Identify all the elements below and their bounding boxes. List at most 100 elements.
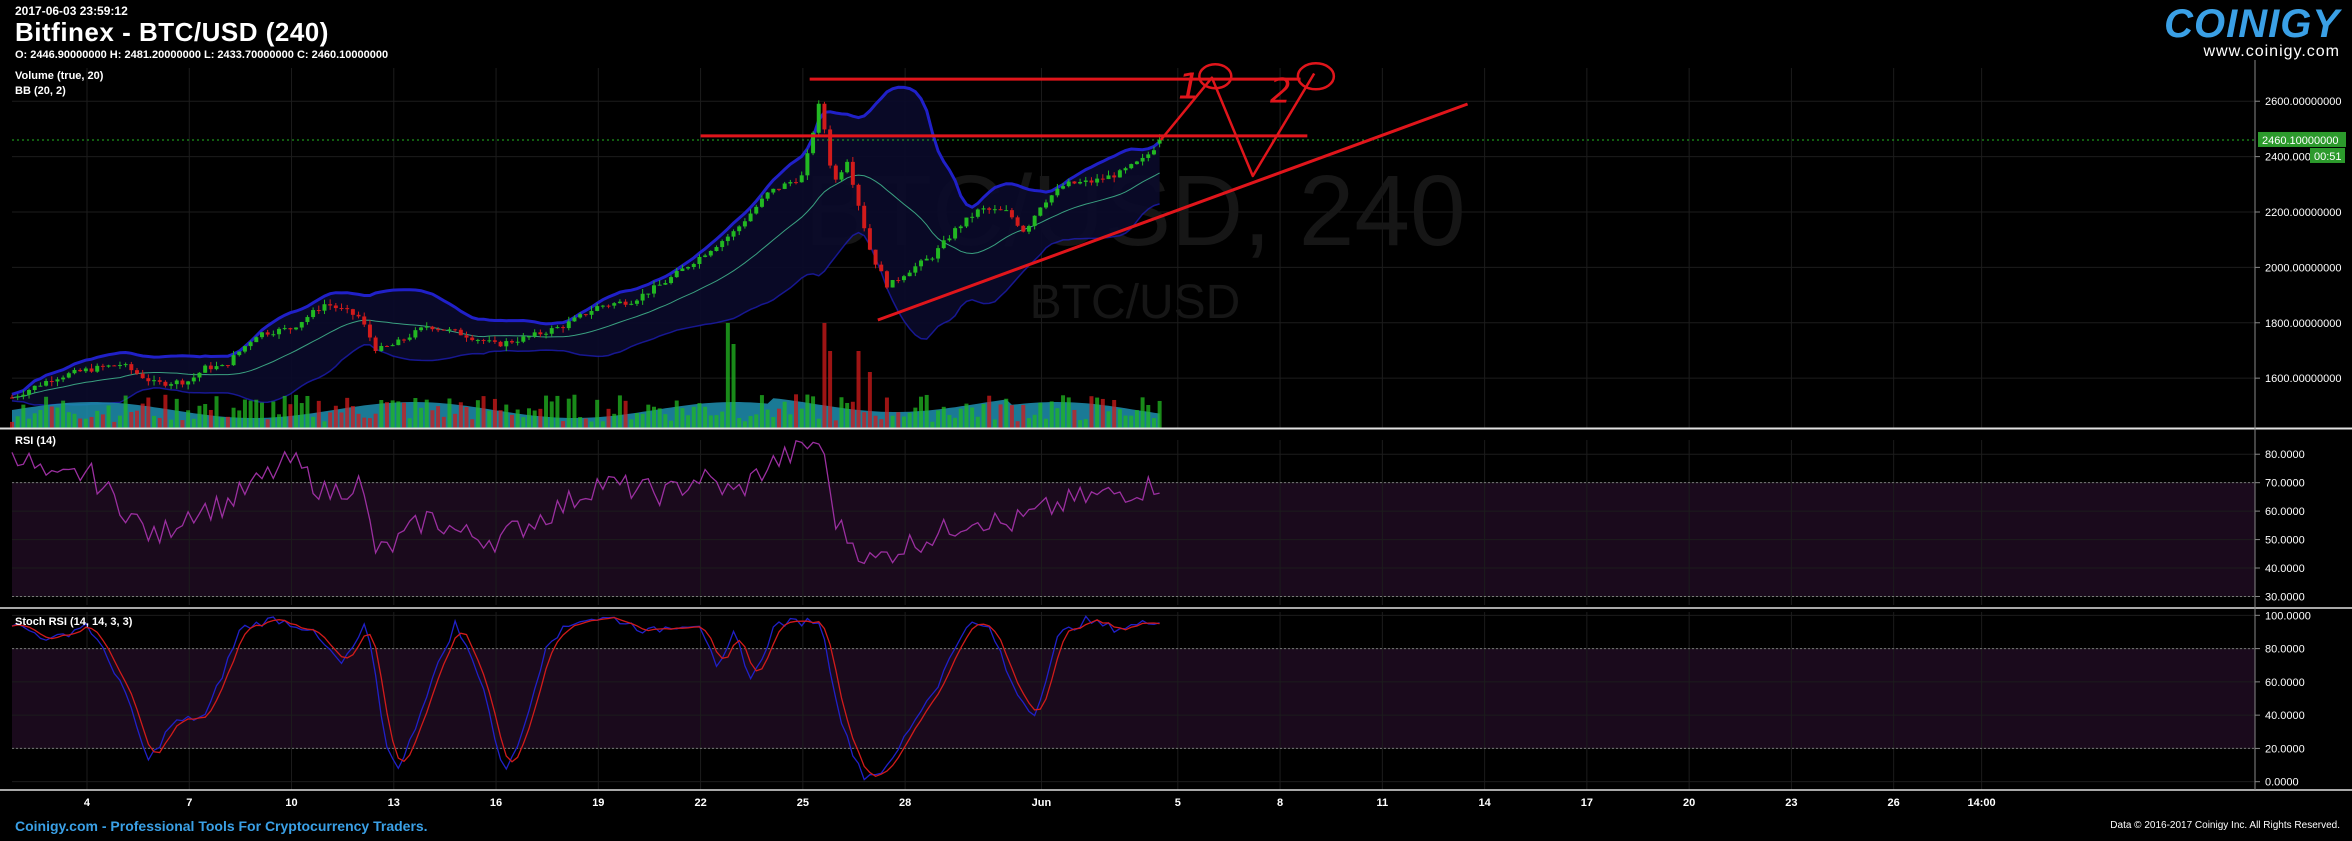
volume-bar (538, 408, 543, 428)
candle-body (390, 345, 395, 347)
footer-tagline[interactable]: Coinigy.com - Professional Tools For Cry… (15, 818, 428, 834)
stoch-rsi-indicator-label[interactable]: Stoch RSI (14, 14, 3, 3) (15, 616, 133, 628)
candle-body (112, 365, 117, 367)
rsi-y-tick-label: 60.0000 (2265, 506, 2305, 518)
candle-body (879, 264, 884, 272)
volume-bar (356, 413, 361, 428)
volume-bar (919, 396, 924, 428)
candle-body (311, 310, 316, 318)
volume-bar (748, 416, 753, 428)
volume-bar (225, 416, 230, 428)
candle-body (930, 258, 935, 260)
candle-body (833, 165, 838, 180)
x-tick-label: 16 (490, 797, 502, 809)
volume-bar (652, 406, 656, 428)
candle-body (1072, 181, 1077, 184)
candle-body (1044, 202, 1048, 208)
candle-body (987, 208, 992, 210)
chart-title: Bitfinex - BTC/USD (240) (15, 17, 329, 47)
volume-bar (992, 419, 997, 428)
candle-body (1117, 170, 1122, 178)
candle-body (845, 161, 850, 173)
volume-bar (242, 399, 247, 428)
candle-body (333, 305, 338, 309)
volume-bar (515, 409, 520, 428)
volume-bar (930, 421, 935, 428)
volume-bar (975, 416, 980, 428)
volume-bar (1009, 405, 1014, 428)
bb-indicator-label[interactable]: BB (20, 2) (15, 85, 66, 97)
candle-body (356, 314, 361, 317)
volume-bar (572, 394, 577, 428)
price-y-tick-label: 1600.00000000 (2265, 373, 2341, 385)
volume-bar (271, 401, 276, 428)
candle-body (66, 373, 71, 378)
x-tick-label: 5 (1175, 797, 1181, 809)
candle-body (544, 333, 549, 335)
volume-bar (754, 414, 759, 428)
volume-bar (1055, 408, 1060, 428)
candle-body (998, 209, 1003, 211)
volume-bar (691, 406, 696, 428)
volume-bar (1015, 421, 1020, 428)
candle-body (265, 332, 270, 335)
ohlc-readout: O: 2446.90000000 H: 2481.20000000 L: 243… (15, 49, 389, 61)
candle-body (839, 172, 844, 180)
volume-bar (44, 396, 49, 428)
volume-indicator-label[interactable]: Volume (true, 20) (15, 70, 104, 82)
candle-body (328, 304, 333, 306)
volume-bar (589, 421, 594, 428)
x-tick-label: 20 (1683, 797, 1695, 809)
x-tick-label: 25 (797, 797, 809, 809)
candle-body (49, 381, 54, 383)
volume-bar (379, 400, 384, 428)
coinigy-logo[interactable]: COINIGY www.coinigy.com (2164, 4, 2340, 60)
candle-body (157, 380, 162, 382)
volume-bar (782, 401, 787, 428)
volume-bar (333, 405, 338, 428)
volume-bar (1038, 402, 1043, 428)
rsi-y-tick-label: 30.0000 (2265, 591, 2305, 603)
candle-body (555, 327, 560, 329)
candle-body (1112, 175, 1117, 178)
volume-bar (112, 421, 117, 428)
candle-body (680, 268, 685, 272)
x-tick-label: 14 (1478, 797, 1491, 809)
volume-bar (419, 407, 424, 428)
candle-body (15, 396, 20, 398)
candle-body (248, 342, 253, 347)
candle-body (595, 306, 600, 311)
candle-body (811, 132, 816, 154)
rsi-y-tick-label: 40.0000 (2265, 563, 2305, 575)
volume-bar (1026, 418, 1031, 428)
volume-bar (833, 420, 838, 428)
volume-bar (83, 418, 88, 428)
volume-bar (498, 410, 503, 428)
volume-bar (441, 416, 446, 428)
candle-body (402, 339, 407, 341)
volume-bar (964, 403, 969, 428)
candle-body (135, 370, 139, 374)
candle-body (487, 340, 492, 342)
volume-bar (186, 410, 191, 428)
volume-bar (89, 416, 94, 428)
stoch-y-tick-label: 60.0000 (2265, 677, 2305, 689)
candle-body (140, 373, 145, 379)
volume-bar (640, 413, 645, 428)
volume-bar (1083, 419, 1088, 428)
candle-body (822, 103, 827, 130)
volume-bar (629, 419, 634, 428)
candle-body (498, 341, 503, 347)
candle-body (95, 365, 100, 372)
volume-bar (504, 404, 509, 428)
candle-body (896, 280, 901, 282)
candle-body (1004, 210, 1009, 212)
candle-body (106, 365, 111, 367)
candle-body (583, 314, 588, 316)
volume-bar (402, 402, 407, 428)
candle-body (83, 368, 88, 372)
volume-bar (174, 398, 179, 428)
volume-bar (282, 395, 287, 428)
rsi-indicator-label[interactable]: RSI (14) (15, 435, 56, 447)
